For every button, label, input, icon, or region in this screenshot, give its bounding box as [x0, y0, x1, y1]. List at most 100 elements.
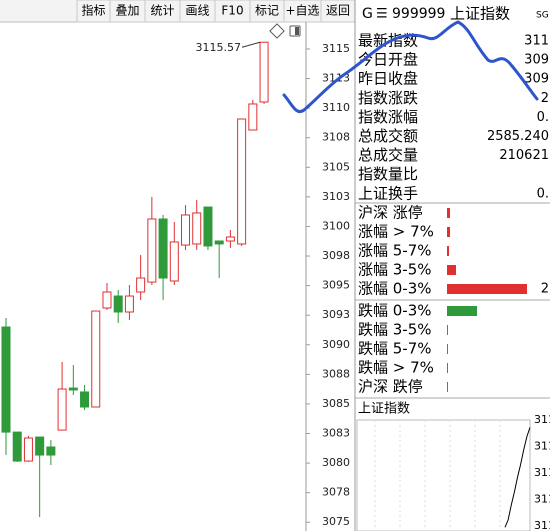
candle-body: [169, 241, 179, 282]
breadth-label: 跌幅 > 7%: [358, 359, 434, 377]
max-arrow: [241, 41, 261, 48]
candle-body: [113, 295, 123, 313]
candle-body: [91, 310, 101, 408]
candle-body: [80, 391, 90, 408]
code: 999999: [392, 6, 445, 22]
candle-body: [68, 387, 78, 391]
y-tick-label: 3075: [322, 515, 350, 528]
quote-value: 311: [524, 34, 549, 49]
hand-drawn-stroke: [282, 20, 539, 113]
quote-label: 总成交额: [358, 127, 418, 145]
y-tick-label: 3100: [322, 219, 350, 232]
quote-value: 210621: [499, 148, 549, 163]
toolbar-label: F10: [221, 4, 243, 18]
toolbar-label: 叠加: [115, 4, 139, 18]
candle-body: [214, 240, 224, 245]
quote-value: 0.: [537, 110, 549, 125]
breadth-label: 跌幅 5-7%: [358, 340, 432, 358]
toolbar-label: +自选: [285, 4, 319, 18]
candle-body: [248, 103, 258, 131]
mini-title: 上证指数: [358, 402, 410, 417]
y-tick-label: 3095: [322, 279, 350, 292]
y-tick-label: 3105: [322, 160, 350, 173]
panel-icon[interactable]: [289, 25, 301, 37]
y-tick-label: 3088: [322, 367, 350, 380]
mini-axis-label: 311: [534, 440, 550, 453]
mini-frame: [356, 419, 531, 531]
breadth-label: 涨幅 0-3%: [358, 280, 432, 298]
candlestick-chart: 3115311331103108310531033100309830953093…: [1, 41, 350, 528]
quote-label: 上证换手: [358, 184, 418, 202]
mini-chart: 上证指数 311 311 311 311 311: [356, 402, 550, 531]
candle-body: [124, 295, 134, 313]
candle-body: [57, 388, 67, 431]
y-tick-label: 3080: [322, 456, 350, 469]
candle-body: [23, 437, 33, 462]
mini-axis-label: 311: [534, 519, 550, 531]
breadth-label: 跌幅 0-3%: [358, 302, 432, 320]
y-tick-label: 3103: [322, 190, 350, 203]
candle-body: [158, 218, 168, 279]
breadth-label: 涨幅 5-7%: [358, 242, 432, 260]
breadth-bar: [447, 325, 448, 335]
quote-label: 总成交量: [358, 146, 418, 164]
menu-icon: ☰: [376, 7, 388, 22]
mini-axis-label: 311: [534, 413, 550, 426]
breadth-bar: [447, 284, 527, 294]
breadth-bar: [447, 208, 450, 218]
candle-body: [1, 326, 11, 433]
quote-label: 指数涨幅: [358, 108, 418, 126]
flag: G: [362, 6, 373, 22]
candle-body: [181, 214, 191, 246]
y-tick-label: 3098: [322, 249, 350, 262]
tag: SG: [536, 11, 549, 21]
diamond-icon[interactable]: [269, 23, 285, 39]
breadth-bar: [447, 344, 448, 354]
quote-value: 309: [524, 53, 549, 68]
y-tick-label: 3110: [322, 101, 350, 114]
candle-body: [192, 212, 202, 245]
breadth-bar: [447, 246, 449, 256]
y-tick-label: 3115: [322, 42, 350, 55]
quote-value: 2: [541, 91, 549, 106]
y-tick-label: 3083: [322, 427, 350, 440]
breadth-bar: [447, 363, 448, 373]
mini-axis-label: 311: [534, 493, 550, 506]
candle-body: [225, 236, 235, 242]
candle-body: [46, 446, 56, 456]
toolbar-label: 标记: [255, 4, 279, 18]
candle-body: [136, 277, 146, 293]
candle-body: [12, 431, 22, 462]
toolbar-label: 画线: [185, 4, 209, 18]
candle-body: [102, 291, 112, 309]
breadth-label: 沪深 涨停: [358, 204, 423, 222]
mini-line: [504, 427, 531, 528]
toolbar-buttons: 指标 叠加 统计 画线 F10 标记 +自选 返回: [76, 0, 356, 23]
breadth-label: 涨幅 3-5%: [358, 261, 432, 279]
toolbar-label: 指标: [81, 3, 105, 18]
name: 上证指数: [450, 5, 510, 23]
breadth-count: 2: [541, 282, 549, 297]
toolbar-label: 统计: [150, 4, 174, 18]
quote-label: 指数量比: [358, 165, 418, 183]
quote-value: 309: [524, 72, 549, 87]
breadth-bar: [447, 227, 450, 237]
candle-body: [203, 206, 213, 247]
mini-axis-label: 311: [534, 466, 550, 479]
quote-value: 2585.240: [487, 129, 549, 144]
quote-label: 今日开盘: [358, 51, 418, 69]
candle-body: [147, 218, 157, 283]
quote-value: 0.: [537, 186, 549, 201]
max-label: 3115.57: [196, 41, 242, 54]
candle-body: [259, 41, 269, 103]
quote-label: 昨日收盘: [358, 70, 418, 88]
breadth-label: 跌幅 3-5%: [358, 321, 432, 339]
panel-icon-fill: [295, 27, 299, 35]
y-tick-label: 3078: [322, 486, 350, 499]
y-tick-label: 3085: [322, 397, 350, 410]
candle-body: [237, 118, 247, 245]
